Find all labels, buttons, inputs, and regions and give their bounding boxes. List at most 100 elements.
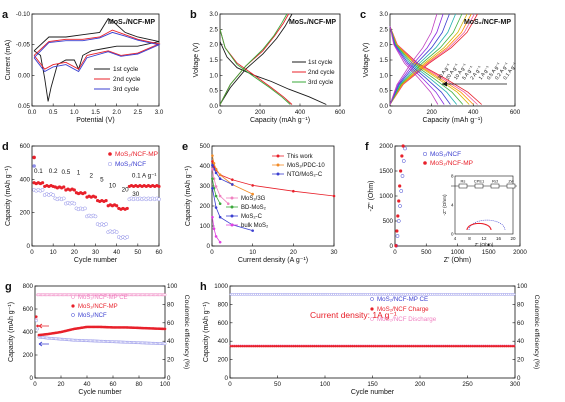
panel-h: 0 50 100 150 200 250 30002004006008001000Cycle…: [200, 281, 540, 396]
capacity-point: [72, 201, 77, 206]
capacity-point: [402, 345, 406, 348]
arrow-head: [442, 81, 447, 87]
x-tick-label: 2.0: [112, 109, 121, 116]
capacity-point: [404, 345, 407, 348]
capacity-point: [360, 345, 364, 348]
capacity-point: [338, 345, 341, 348]
legend-label: 1st cycle: [113, 66, 139, 73]
x-tick-label: 10: [50, 249, 57, 256]
capacity-point: [114, 230, 119, 234]
compare-line: [212, 217, 221, 243]
capacity-point: [370, 345, 373, 348]
capacity-point: [282, 345, 286, 348]
legend-label: bulk MoS₂: [241, 223, 269, 229]
plot-frame: [31, 13, 160, 107]
gcd-curve: [219, 41, 327, 105]
y-tick-label: 0: [225, 375, 229, 382]
y-tick-label: 3.0: [379, 11, 388, 18]
capacity-point: [471, 345, 474, 348]
capacity-point: [273, 345, 276, 348]
capacity-point: [374, 345, 377, 348]
capacity-point: [317, 345, 320, 348]
compare-point: [211, 215, 214, 219]
compare-point: [214, 171, 218, 175]
panel-letter: e: [182, 141, 188, 153]
y-tick-label: 200: [23, 352, 34, 359]
y-tick-label: 2.5: [379, 26, 388, 33]
capacity-point: [484, 345, 487, 348]
x-tick-label: 60: [156, 249, 163, 256]
capacity-point: [328, 345, 331, 348]
capacity-point: [431, 345, 434, 348]
circuit-label: Rs: [461, 179, 466, 184]
y-tick-label: 800: [23, 283, 34, 290]
y-tick-label: 1000: [214, 283, 228, 290]
capacity-point: [377, 345, 381, 348]
y-tick-label: 800: [218, 301, 229, 308]
y2-tick-label: 20: [167, 357, 174, 364]
x-tick-label: 1000: [451, 249, 465, 256]
y-tick-label: 1000: [379, 193, 393, 200]
y2-tick-label: 40: [517, 338, 524, 345]
x-axis-label: Capacity (mAh g⁻¹): [250, 117, 310, 124]
rate-annotation: 5: [100, 177, 104, 184]
capacity-point: [398, 345, 402, 348]
x-tick-label: 20: [290, 249, 297, 256]
capacity-point: [290, 345, 293, 348]
legend-marker: [71, 313, 75, 317]
compare-line: [212, 178, 221, 204]
y-axis-label: Capacity (mAh g⁻¹): [5, 166, 12, 226]
y-tick-label: 2.0: [379, 42, 388, 49]
capacity-point: [376, 345, 379, 348]
y-tick-label: 2.0: [209, 42, 218, 49]
circuit-label: CPE1: [474, 179, 485, 184]
panel-letter: c: [360, 9, 366, 21]
capacity-point: [300, 345, 303, 348]
compare-point: [231, 178, 234, 181]
eis-point: [401, 144, 405, 148]
y-tick-label: 0.5: [209, 88, 218, 95]
rate-discharge: [389, 26, 458, 105]
capacity-point: [476, 345, 480, 348]
legend-label: MoS₂/PDC-10: [287, 163, 325, 169]
capacity-point: [61, 196, 66, 201]
panel-letter: h: [200, 281, 207, 293]
capacity-point: [93, 195, 98, 199]
rate-annotation: 0.5: [61, 169, 70, 176]
capacity-point: [364, 345, 368, 348]
compare-point: [211, 163, 214, 167]
panel-letter: a: [2, 9, 9, 21]
x-tick-label: 50: [274, 381, 281, 388]
capacity-point: [341, 345, 345, 348]
y-tick-label: 0: [207, 243, 211, 250]
capacity-point: [497, 345, 501, 348]
x-tick-label: 20: [58, 381, 65, 388]
capacity-point: [260, 345, 263, 348]
y-tick-label: 400: [200, 163, 211, 170]
x-tick-label: 2000: [513, 249, 527, 256]
circuit-element: [506, 183, 516, 189]
legend-label: MoS₂/NCF Discharge: [377, 316, 437, 323]
capacity-point: [415, 345, 419, 348]
capacity-point: [345, 345, 349, 348]
current-density-annotation: Current density: 1A g⁻¹: [310, 310, 397, 320]
capacity-point: [115, 204, 119, 208]
panel-letter: f: [365, 141, 369, 153]
y-axis-label: Capacity (mAh g⁻¹): [203, 302, 210, 362]
capacity-point: [488, 345, 491, 348]
y-tick-label: 0: [390, 243, 394, 250]
capacity-point: [284, 345, 288, 348]
y-tick-label: 200: [20, 210, 31, 217]
y-tick-label: 0.5: [379, 88, 388, 95]
capacity-point: [334, 345, 337, 348]
capacity-point: [40, 181, 45, 185]
inset-semicircle: [466, 222, 492, 231]
y-tick-label: -0.10: [16, 11, 31, 18]
capacity-point: [455, 345, 459, 348]
capacity-point: [320, 345, 324, 348]
eis-point: [398, 204, 402, 208]
compare-point: [218, 215, 222, 219]
capacity-point: [343, 345, 347, 348]
panel-title: MoS₂/NCF-MP: [108, 19, 155, 26]
x-tick-label: 1.5: [91, 109, 100, 116]
